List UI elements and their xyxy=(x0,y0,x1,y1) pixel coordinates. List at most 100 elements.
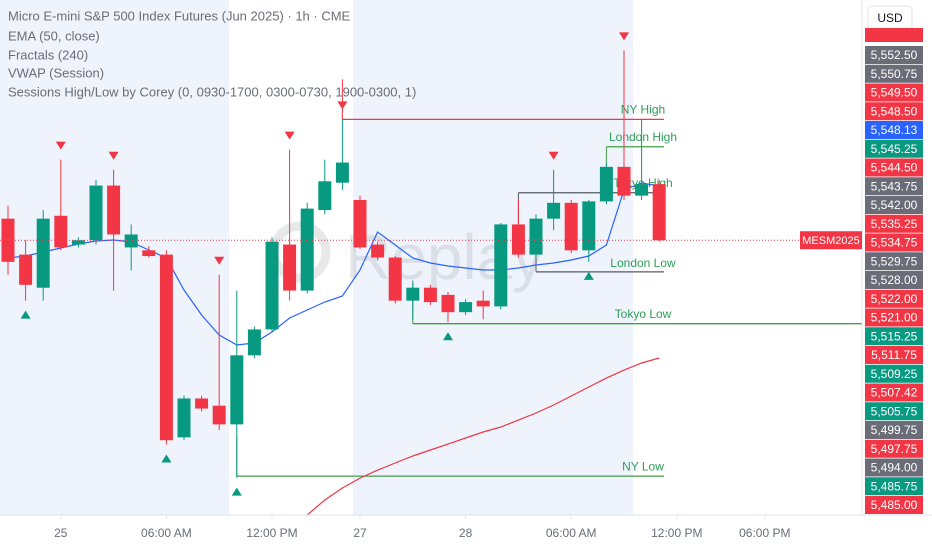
candle-body xyxy=(511,224,525,255)
candle-body xyxy=(441,294,455,313)
price-label-bg xyxy=(865,177,923,196)
price-label-bg xyxy=(865,308,923,327)
price-label: 5,529.75 xyxy=(871,254,918,268)
candle-body xyxy=(635,184,649,196)
candle-body xyxy=(177,398,191,438)
session-label: London Low xyxy=(610,256,676,270)
candle-body xyxy=(335,162,349,183)
fractal-high xyxy=(548,151,559,160)
session-label: Tokyo Low xyxy=(615,307,672,321)
price-label-bg xyxy=(865,121,923,139)
price-label-bg xyxy=(865,477,923,496)
candle-body xyxy=(564,202,578,251)
price-label: 5,497.75 xyxy=(871,442,918,456)
candle-body xyxy=(494,224,508,307)
price-label-bg xyxy=(865,383,923,402)
price-label: 5,544.50 xyxy=(871,161,918,175)
candle-body xyxy=(599,166,613,202)
price-label: 5,552.50 xyxy=(871,48,918,62)
fractal-low xyxy=(20,310,31,319)
price-label-bg xyxy=(865,346,923,364)
symbol-tag-bg xyxy=(800,231,862,250)
candle-body xyxy=(89,185,103,241)
price-label-bg xyxy=(865,327,923,346)
price-label-bg xyxy=(865,364,923,383)
price-label-bg xyxy=(865,402,923,421)
candle-body xyxy=(71,240,85,245)
price-label: 5,550.75 xyxy=(871,67,918,81)
session-label: NY High xyxy=(621,103,665,117)
candle-body xyxy=(406,287,420,301)
price-label-bg xyxy=(865,421,923,439)
x-tick-label: 28 xyxy=(459,526,473,540)
indicator-label: VWAP (Session) xyxy=(8,65,104,80)
candle-body xyxy=(36,218,50,288)
price-label-bg xyxy=(865,289,923,308)
price-label-bg xyxy=(865,83,923,102)
fractal-low xyxy=(161,454,172,463)
price-label-bg xyxy=(865,439,923,458)
price-label: 5,549.50 xyxy=(871,86,918,100)
price-label-bg xyxy=(865,233,923,252)
currency[interactable]: USD xyxy=(877,11,903,25)
fractal-high xyxy=(55,141,66,150)
candle-body xyxy=(247,329,261,356)
candle-body xyxy=(124,234,138,248)
fractal-high xyxy=(214,256,225,265)
session-label: London High xyxy=(609,130,677,144)
chart-title: Micro E-mini S&P 500 Index Futures (Jun … xyxy=(8,8,351,23)
fractal-low xyxy=(231,487,242,496)
price-label: 5,485.75 xyxy=(871,479,918,493)
session-label: NY Low xyxy=(622,459,664,473)
candle-body xyxy=(423,287,437,303)
price-label: 5,548.13 xyxy=(871,123,918,137)
x-tick-label: 25 xyxy=(54,526,68,540)
fractal-high xyxy=(337,101,348,110)
x-tick-label: 27 xyxy=(353,526,367,540)
x-tick-label: 12:00 PM xyxy=(651,526,702,540)
price-label-bg xyxy=(865,252,923,271)
candle-body xyxy=(353,199,367,248)
x-tick-label: 06:00 AM xyxy=(546,526,597,540)
candle-body xyxy=(300,208,314,291)
fractal-high xyxy=(619,32,629,41)
price-label: 5,545.25 xyxy=(871,142,918,156)
price-label: 5,494.00 xyxy=(871,461,918,475)
price-label: 5,499.75 xyxy=(871,423,918,437)
price-label-bg xyxy=(865,158,923,177)
candle-body xyxy=(54,215,68,248)
ema-line xyxy=(7,182,660,346)
price-label-bg xyxy=(865,214,923,233)
candle-body xyxy=(159,254,173,441)
candle-body xyxy=(1,218,15,262)
indicator-label: EMA (50, close) xyxy=(8,28,100,43)
candle-body xyxy=(582,201,596,251)
fractal-low xyxy=(583,271,594,280)
price-label: 5,542.00 xyxy=(871,198,918,212)
candle-body xyxy=(19,254,33,285)
candle-body xyxy=(529,218,543,255)
price-label: 5,548.50 xyxy=(871,104,918,118)
price-label: 5,535.25 xyxy=(871,217,918,231)
price-label-bg xyxy=(865,28,923,42)
candle-body xyxy=(617,166,631,196)
price-label-bg xyxy=(865,271,923,289)
price-label-bg xyxy=(865,139,923,158)
candle-body xyxy=(547,202,561,219)
price-label-bg xyxy=(865,64,923,83)
candle-body xyxy=(107,185,121,235)
candle-body xyxy=(195,398,209,409)
price-label-bg xyxy=(865,196,923,214)
price-label: 5,528.00 xyxy=(871,273,918,287)
price-label: 5,521.00 xyxy=(871,311,918,325)
x-tick-label: 06:00 AM xyxy=(141,526,192,540)
price-label-bg xyxy=(865,458,923,477)
x-tick-label: 12:00 PM xyxy=(246,526,297,540)
price-label: 5,505.75 xyxy=(871,404,918,418)
symbol-tag: MESM2025 xyxy=(802,235,859,247)
fractal-high xyxy=(108,151,119,160)
candle-body xyxy=(371,244,385,258)
candle-body xyxy=(283,244,297,291)
price-label: 5,511.75 xyxy=(871,348,917,362)
